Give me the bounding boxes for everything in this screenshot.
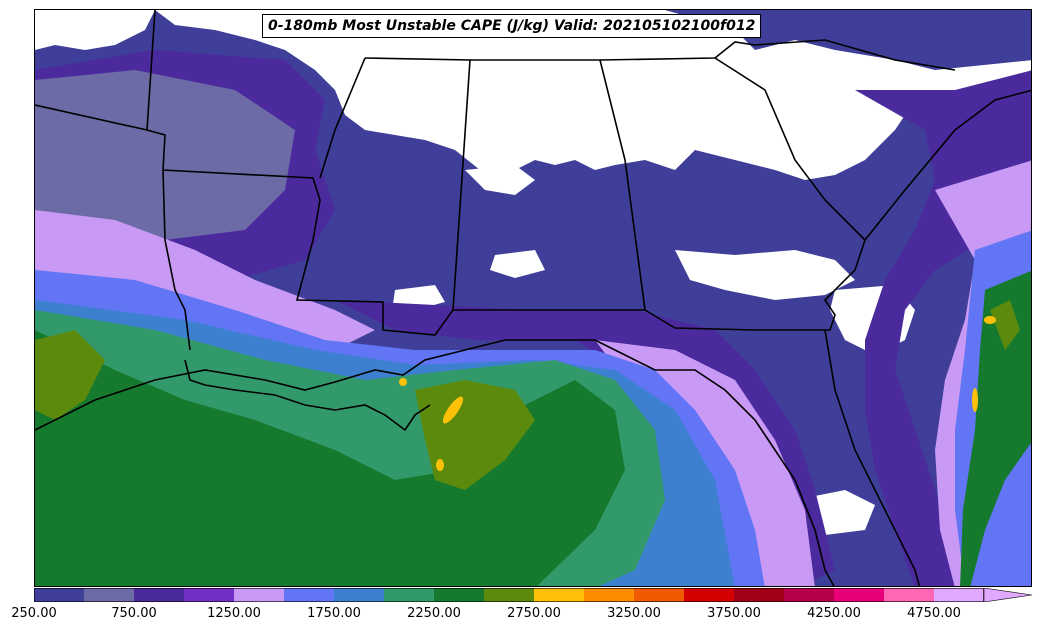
colorbar-swatch bbox=[34, 588, 85, 602]
colorbar-swatch bbox=[284, 588, 335, 602]
colorbar-tick-label: 250.00 bbox=[11, 606, 57, 621]
colorbar-swatch bbox=[784, 588, 835, 602]
colorbar-extend-arrow bbox=[983, 588, 1033, 602]
state-boundaries bbox=[35, 10, 1031, 586]
colorbar-swatch bbox=[584, 588, 635, 602]
colorbar-tick-label: 2250.00 bbox=[407, 606, 461, 621]
colorbar-swatch bbox=[234, 588, 285, 602]
colorbar-tick-label: 3750.00 bbox=[707, 606, 761, 621]
colorbar-tick-label: 4250.00 bbox=[807, 606, 861, 621]
colorbar-tick-label: 750.00 bbox=[111, 606, 157, 621]
colorbar-tick-label: 1250.00 bbox=[207, 606, 261, 621]
colorbar bbox=[34, 588, 1033, 602]
colorbar-swatch bbox=[934, 588, 985, 602]
colorbar-swatch bbox=[684, 588, 735, 602]
map-panel bbox=[34, 9, 1032, 587]
colorbar-swatch bbox=[134, 588, 185, 602]
colorbar-swatch bbox=[534, 588, 585, 602]
colorbar-tick-label: 4750.00 bbox=[907, 606, 961, 621]
very-high-cape-green bbox=[35, 270, 1031, 586]
colorbar-swatch bbox=[434, 588, 485, 602]
colorbar-swatch bbox=[384, 588, 435, 602]
colorbar-swatch bbox=[334, 588, 385, 602]
colorbar-swatch bbox=[184, 588, 235, 602]
colorbar-swatch bbox=[634, 588, 685, 602]
colorbar-tick-label: 3250.00 bbox=[607, 606, 661, 621]
map-title: 0-180mb Most Unstable CAPE (J/kg) Valid:… bbox=[262, 14, 762, 38]
colorbar-swatches bbox=[34, 588, 1033, 602]
cape-map bbox=[35, 10, 1031, 586]
colorbar-swatch bbox=[84, 588, 135, 602]
colorbar-swatch bbox=[884, 588, 935, 602]
colorbar-outline bbox=[34, 588, 984, 602]
colorbar-tick-label: 2750.00 bbox=[507, 606, 561, 621]
peak-cape-spots bbox=[399, 316, 996, 471]
colorbar-swatch bbox=[484, 588, 535, 602]
colorbar-swatch bbox=[734, 588, 785, 602]
colorbar-tick-label: 1750.00 bbox=[307, 606, 361, 621]
colorbar-swatch bbox=[834, 588, 885, 602]
